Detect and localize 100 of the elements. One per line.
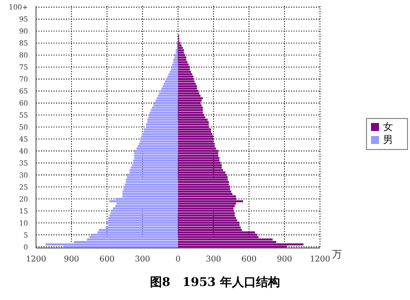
bar [178, 214, 235, 217]
bar [178, 136, 214, 138]
bar [178, 138, 214, 140]
bar [178, 82, 196, 85]
bar [110, 212, 178, 214]
bar [124, 183, 178, 186]
bar [130, 166, 178, 169]
bar [178, 46, 183, 49]
bar [138, 145, 178, 148]
bar [178, 76, 194, 78]
bar [178, 88, 197, 90]
bar [178, 154, 218, 157]
bar [178, 66, 190, 68]
bar [164, 82, 178, 85]
bar [108, 216, 178, 219]
bar [142, 133, 178, 136]
bar [170, 70, 178, 73]
bar [140, 138, 178, 140]
bar [108, 219, 178, 222]
bar [178, 97, 203, 100]
x-tick-label: 300 [206, 254, 222, 264]
bar [178, 181, 229, 184]
bar [178, 238, 273, 241]
bar [178, 114, 204, 116]
bar [178, 231, 255, 234]
bar [129, 171, 178, 174]
bar [134, 154, 178, 157]
bar [178, 159, 220, 162]
bar [178, 104, 202, 106]
bar [178, 140, 214, 142]
bar [168, 73, 178, 76]
bar [178, 128, 212, 130]
x-tick-label: 0 [175, 254, 181, 264]
bar [133, 159, 178, 162]
bar [178, 186, 230, 188]
bar [178, 49, 184, 52]
bar [178, 164, 222, 166]
bar [161, 88, 178, 90]
bar [109, 200, 178, 202]
bar [178, 243, 304, 246]
bar [98, 228, 178, 231]
bar [178, 207, 234, 210]
bar [178, 212, 235, 214]
bar [122, 193, 178, 196]
bar [178, 193, 232, 196]
bar [178, 68, 190, 70]
bar [178, 133, 212, 136]
bar [152, 106, 178, 109]
bar [146, 126, 178, 128]
bar [126, 178, 178, 181]
bar [166, 78, 178, 80]
bar [178, 200, 244, 202]
bar [144, 128, 178, 130]
bar [153, 104, 178, 106]
bar [178, 183, 229, 186]
bar [178, 130, 212, 133]
bar [150, 109, 178, 112]
bar [178, 80, 195, 82]
bar [178, 142, 215, 145]
x-tick-label: 600 [99, 254, 115, 264]
bar [178, 126, 209, 128]
bar [178, 205, 235, 208]
bar [178, 58, 186, 61]
bar [178, 94, 200, 97]
bar [178, 166, 222, 169]
bar [45, 243, 178, 246]
bar [178, 145, 215, 148]
bar [132, 164, 178, 166]
bar [178, 178, 228, 181]
bar [159, 92, 178, 94]
bar [178, 102, 200, 104]
bar [178, 169, 223, 172]
bar [127, 174, 178, 176]
bar [122, 190, 178, 193]
legend-label: 男 [383, 135, 393, 146]
bar [178, 54, 186, 56]
bar [178, 148, 216, 150]
bar [140, 140, 178, 142]
bar [178, 226, 241, 229]
bar [162, 85, 178, 88]
bar [178, 52, 184, 54]
bar [178, 85, 197, 88]
bar [134, 150, 178, 152]
bar [108, 224, 178, 226]
bar [178, 124, 209, 126]
bar [133, 162, 178, 164]
bar [178, 92, 200, 94]
bar [141, 136, 178, 138]
bar [92, 234, 178, 236]
bar [178, 224, 240, 226]
bar [173, 58, 178, 61]
bar [178, 171, 226, 174]
bar [178, 64, 189, 66]
bar [172, 64, 178, 66]
x-tick-label: 1200 [310, 254, 330, 264]
bar [178, 174, 227, 176]
bar [129, 169, 178, 172]
bar [112, 207, 178, 210]
bar [178, 73, 192, 76]
bar [156, 97, 178, 100]
